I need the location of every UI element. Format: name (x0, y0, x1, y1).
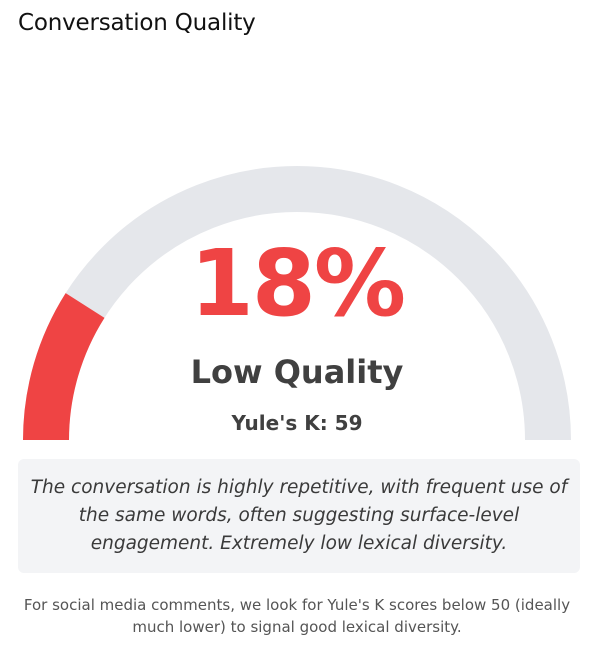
description-box: The conversation is highly repetitive, w… (18, 459, 580, 573)
quality-gauge: 18% Low Quality Yule's K: 59 (23, 166, 571, 441)
gauge-graphic (23, 166, 571, 441)
score-percent: 18% (189, 230, 406, 337)
card-title: Conversation Quality (18, 10, 256, 36)
footnote-text: For social media comments, we look for Y… (23, 596, 571, 636)
gauge-fill (23, 293, 105, 441)
yules-k-value: Yule's K: 59 (231, 411, 363, 435)
description-text: The conversation is highly repetitive, w… (30, 477, 568, 554)
quality-label: Low Quality (190, 353, 404, 391)
